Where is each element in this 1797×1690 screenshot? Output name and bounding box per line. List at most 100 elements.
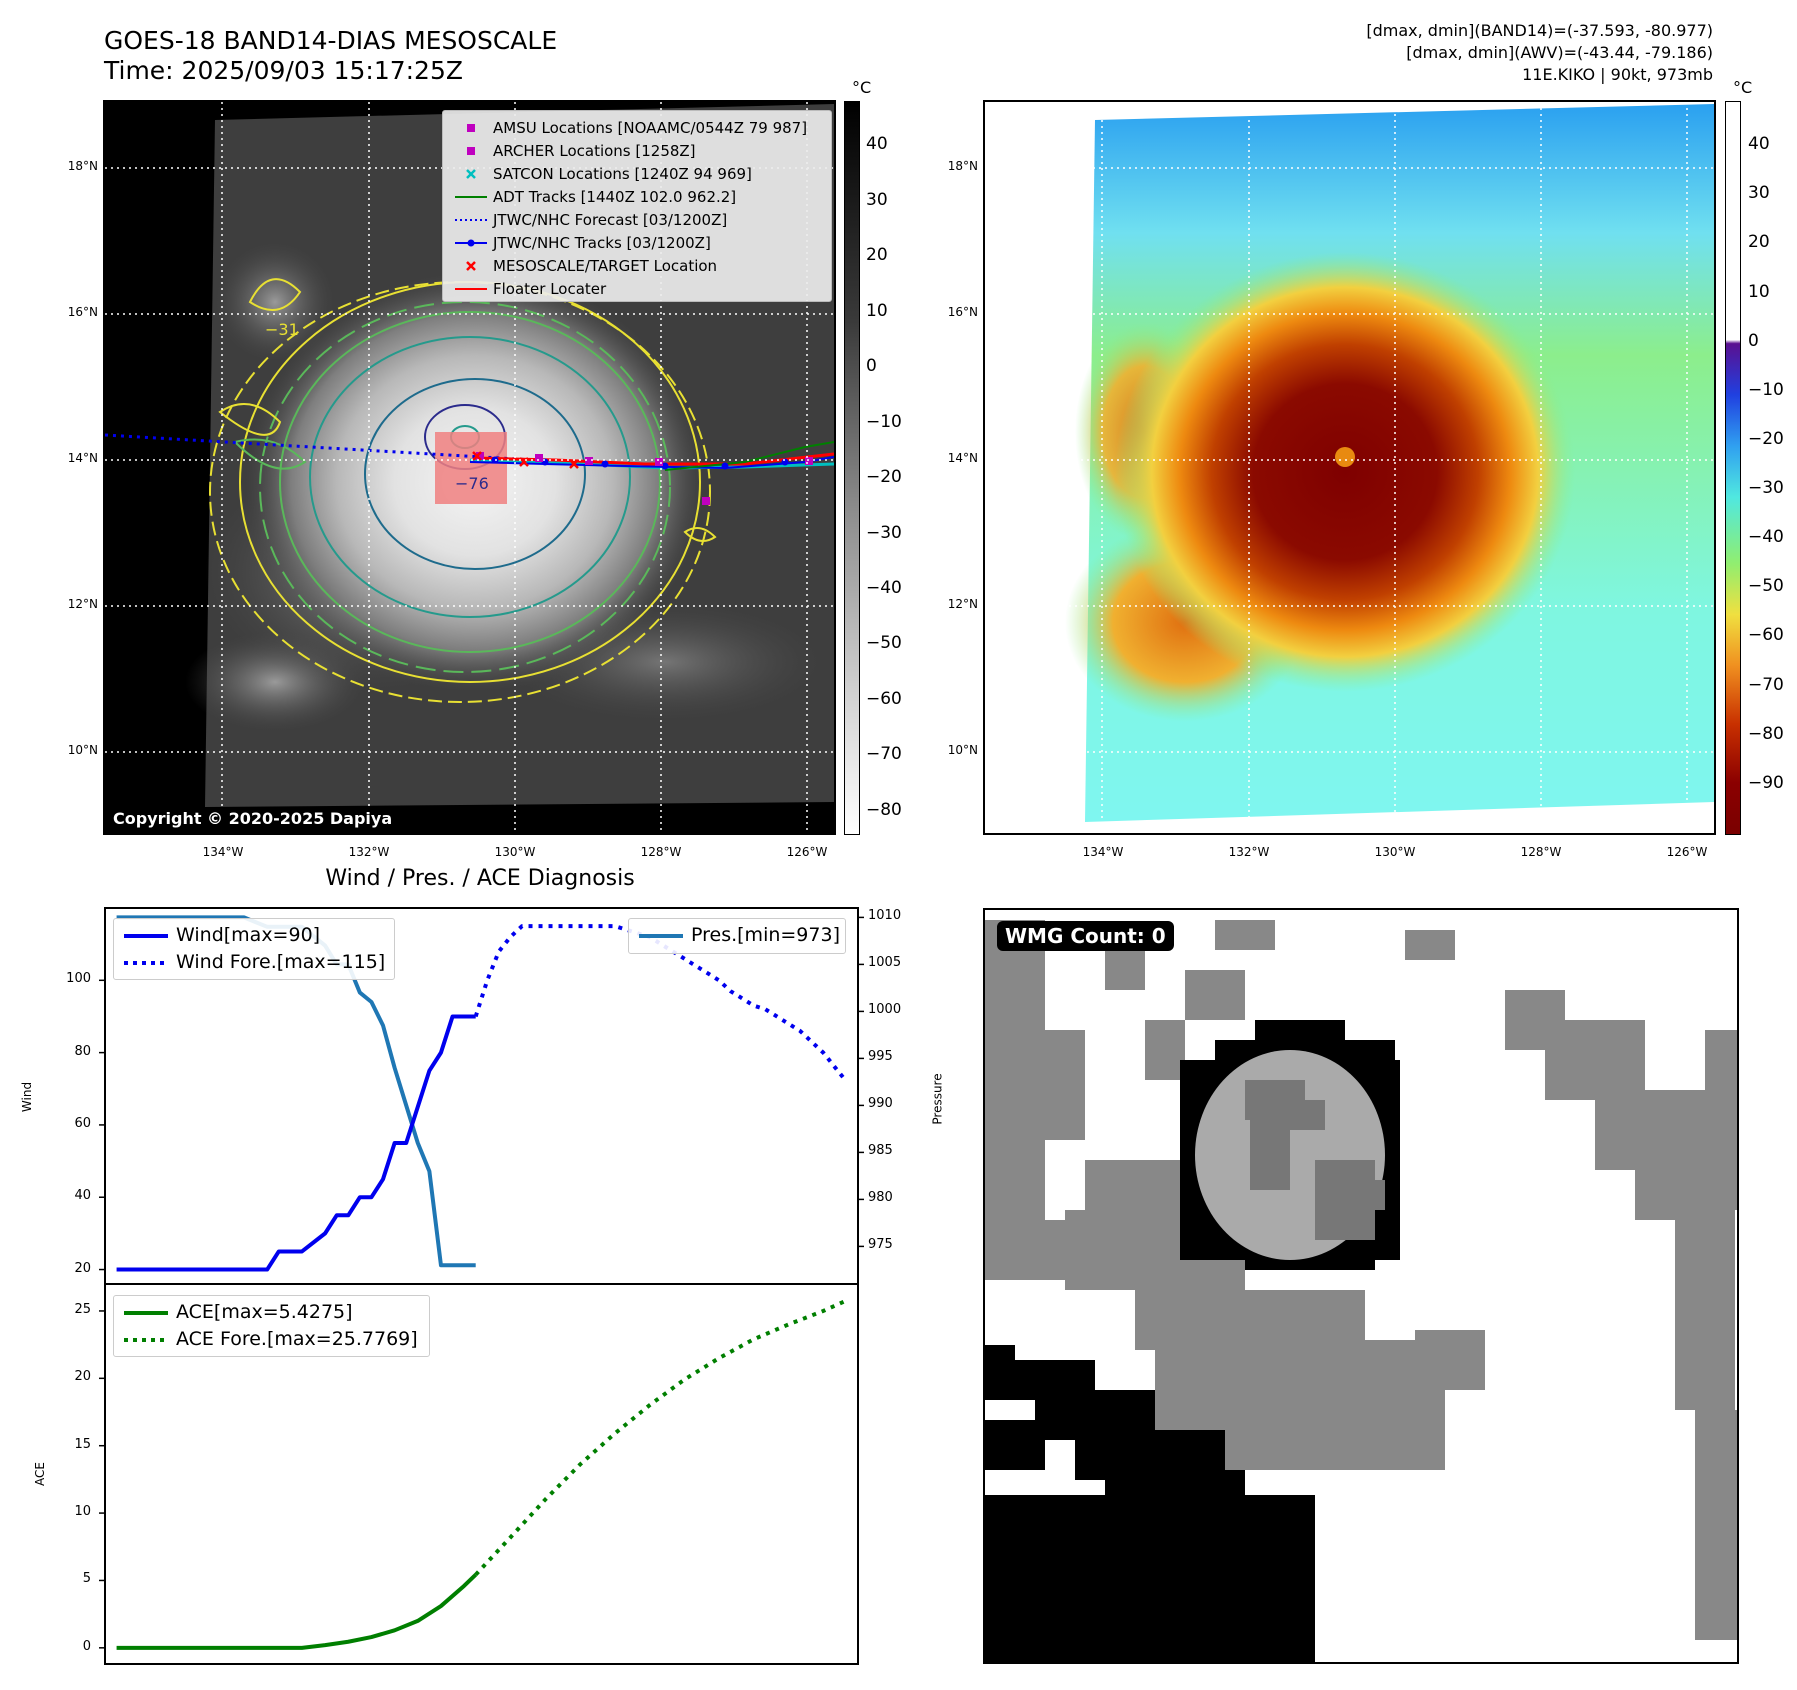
legend-pressure: Pres.[min=973] — [629, 923, 845, 949]
pressure-legend: Pres.[min=973] — [628, 918, 846, 954]
awv-colorbar-tick: −40 — [1748, 527, 1784, 548]
ir-lat-label: 14°N — [67, 451, 98, 465]
storm-info: 11E.KIKO | 90kt, 973mb — [1522, 65, 1713, 84]
ir-lon-label: 126°W — [786, 845, 828, 859]
awv-colorbar-unit: °C — [1733, 78, 1753, 97]
awv-colorbar — [1725, 101, 1741, 835]
awv-colorbar-tick: 0 — [1748, 330, 1759, 351]
ir-colorbar-tick: 30 — [866, 189, 888, 210]
awv-colorbar-tick: 10 — [1748, 281, 1770, 302]
awv-lon-label: 130°W — [1374, 845, 1416, 859]
awv-lat-label: 10°N — [947, 743, 978, 757]
awv-colorbar-tick: −90 — [1748, 772, 1784, 793]
wmg-count-badge: WMG Count: 0 — [997, 921, 1174, 951]
wind-tick-label: 80 — [74, 1043, 91, 1059]
legend-ace-forecast: ACE Fore.[max=25.7769] — [114, 1327, 429, 1353]
ace-tick-label: 25 — [74, 1301, 91, 1317]
awv-colorbar-tick: −50 — [1748, 576, 1784, 597]
awv-image — [985, 102, 1714, 833]
ir-lat-label: 16°N — [67, 305, 98, 319]
wind-line — [116, 1014, 476, 1272]
wind-tick-label: 100 — [66, 971, 91, 987]
awv-colorbar-tick: −60 — [1748, 625, 1784, 646]
square-marker-icon — [453, 117, 489, 139]
ir-colorbar-tick: −30 — [866, 522, 902, 543]
line-dot-icon — [453, 232, 489, 254]
pressure-tick-label: 985 — [868, 1143, 893, 1159]
ace-legend: ACE[max=5.4275] ACE Fore.[max=25.7769] — [113, 1295, 430, 1357]
awv-colorbar-tick: −30 — [1748, 478, 1784, 499]
solid-line-icon — [124, 1311, 168, 1315]
ace-tick-label: 15 — [74, 1436, 91, 1452]
ir-colorbar-tick: −60 — [866, 688, 902, 709]
ir-colorbar — [844, 101, 860, 835]
copyright-label: Copyright © 2020-2025 Dapiya — [107, 807, 399, 830]
wind-axis-label: Wind — [20, 1081, 35, 1113]
awv-lat-label: 14°N — [947, 451, 978, 465]
line-icon — [453, 278, 489, 300]
ace-tick-label: 10 — [74, 1504, 91, 1520]
awv-lat-label: 12°N — [947, 597, 978, 611]
legend-ace: ACE[max=5.4275] — [114, 1300, 429, 1326]
page-title: GOES-18 BAND14-DIAS MESOSCALE — [104, 26, 558, 55]
pressure-tick-label: 1005 — [868, 955, 902, 971]
awv-colorbar-tick: 20 — [1748, 232, 1770, 253]
awv-colorbar-tick: −20 — [1748, 428, 1784, 449]
ir-colorbar-tick: 10 — [866, 300, 888, 321]
pressure-tick-label: 1000 — [868, 1002, 902, 1018]
dotted-line-icon — [124, 961, 168, 965]
wind-tick-label: 40 — [74, 1188, 91, 1204]
timestamp: Time: 2025/09/03 15:17:25Z — [104, 56, 463, 85]
awv-colorbar-tick: −80 — [1748, 723, 1784, 744]
pressure-tick-label: 975 — [868, 1237, 893, 1253]
pressure-axis-label: Pressure — [930, 1073, 945, 1125]
ir-lon-label: 128°W — [640, 845, 682, 859]
ir-lat-label: 18°N — [67, 159, 98, 173]
wmg-panel: WMG Count: 0 — [983, 908, 1739, 1664]
pressure-tick-label: 980 — [868, 1190, 893, 1206]
ir-colorbar-tick: −40 — [866, 578, 902, 598]
ir-legend: AMSU Locations [NOAAMC/0544Z 79 987] ARC… — [442, 110, 832, 302]
ir-satellite-panel: −31 −76 AMSU Locations [NOAAMC/0544Z 79 … — [103, 100, 836, 835]
ir-lat-label: 10°N — [67, 743, 98, 757]
ir-lon-label: 130°W — [494, 845, 536, 859]
ir-colorbar-tick: 40 — [866, 134, 888, 155]
awv-lat-label: 18°N — [947, 159, 978, 173]
dotted-line-icon — [453, 209, 489, 231]
ace-tick-label: 0 — [82, 1638, 91, 1654]
awv-lon-label: 132°W — [1228, 845, 1270, 859]
ir-colorbar-tick: −80 — [866, 799, 902, 820]
contour-label-outer: −31 — [265, 320, 299, 339]
solid-line-icon — [639, 934, 683, 938]
wind-legend: Wind[max=90] Wind Fore.[max=115] — [113, 918, 395, 980]
ir-colorbar-unit: °C — [852, 78, 872, 97]
ace-tick-label: 20 — [74, 1369, 91, 1385]
ace-tick-label: 5 — [82, 1571, 91, 1587]
ir-colorbar-tick: −20 — [866, 467, 902, 488]
awv-colorbar-tick: −10 — [1748, 379, 1784, 400]
wind-tick-label: 60 — [74, 1115, 91, 1131]
pressure-tick-label: 995 — [868, 1049, 893, 1065]
ace-forecast-line — [474, 1298, 848, 1577]
x-marker-icon — [453, 255, 489, 277]
legend-wind-forecast: Wind Fore.[max=115] — [114, 950, 394, 976]
awv-colorbar-tick: −70 — [1748, 674, 1784, 695]
pressure-tick-label: 990 — [868, 1096, 893, 1112]
ir-colorbar-tick: 20 — [866, 245, 888, 266]
ir-lon-label: 134°W — [202, 845, 244, 859]
solid-line-icon — [124, 934, 168, 938]
wind-tick-label: 20 — [74, 1260, 91, 1276]
wmg-image — [985, 920, 1737, 1662]
awv-colorbar-tick: 40 — [1748, 134, 1770, 155]
awv-lon-label: 128°W — [1520, 845, 1562, 859]
ace-line — [116, 1573, 478, 1650]
stats-band14: [dmax, dmin](BAND14)=(-37.593, -80.977) — [1366, 21, 1713, 40]
legend-wind: Wind[max=90] — [114, 923, 394, 949]
line-icon — [453, 186, 489, 208]
ir-colorbar-tick: 0 — [866, 356, 877, 377]
diagnosis-title: Wind / Pres. / ACE Diagnosis — [325, 866, 635, 891]
ir-lat-label: 12°N — [67, 597, 98, 611]
contour-label-inner: −76 — [455, 474, 489, 493]
awv-lon-label: 126°W — [1666, 845, 1708, 859]
ir-colorbar-tick: −10 — [866, 411, 902, 432]
